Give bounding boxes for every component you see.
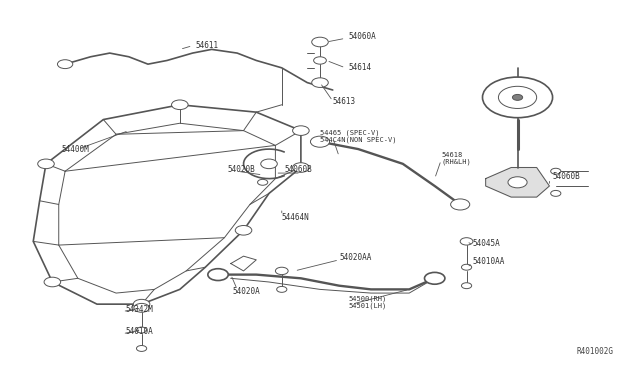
- Circle shape: [292, 163, 309, 172]
- Circle shape: [260, 159, 277, 169]
- Text: 54060B: 54060B: [285, 165, 313, 174]
- Circle shape: [513, 94, 523, 100]
- Text: 54020A: 54020A: [233, 287, 260, 296]
- Circle shape: [460, 238, 473, 245]
- Text: 54060B: 54060B: [552, 172, 580, 181]
- Text: 54613: 54613: [333, 97, 356, 106]
- Circle shape: [314, 57, 326, 64]
- Circle shape: [312, 78, 328, 87]
- Circle shape: [133, 299, 150, 309]
- Circle shape: [508, 177, 527, 188]
- Text: 54010AA: 54010AA: [473, 257, 506, 266]
- Text: 54464N: 54464N: [282, 213, 310, 222]
- Circle shape: [172, 100, 188, 110]
- Circle shape: [451, 199, 470, 210]
- Text: 54614: 54614: [349, 63, 372, 72]
- Circle shape: [483, 77, 552, 118]
- Circle shape: [550, 190, 561, 196]
- Circle shape: [44, 277, 61, 287]
- Circle shape: [257, 179, 268, 185]
- Text: 54010A: 54010A: [125, 327, 154, 336]
- Circle shape: [312, 37, 328, 47]
- Polygon shape: [486, 167, 549, 197]
- Text: 54465 (SPEC-V)
544C4N(NON SPEC-V): 54465 (SPEC-V) 544C4N(NON SPEC-V): [320, 129, 397, 143]
- Text: 54611: 54611: [196, 41, 219, 50]
- Circle shape: [275, 267, 288, 275]
- Circle shape: [136, 346, 147, 352]
- Text: 54060A: 54060A: [349, 32, 376, 41]
- Circle shape: [236, 225, 252, 235]
- Circle shape: [461, 264, 472, 270]
- Circle shape: [550, 168, 561, 174]
- Circle shape: [499, 86, 537, 109]
- Circle shape: [136, 327, 147, 333]
- Text: R401002G: R401002G: [576, 347, 613, 356]
- Circle shape: [310, 136, 330, 147]
- Text: 54342M: 54342M: [125, 305, 154, 314]
- Text: 54400M: 54400M: [62, 145, 90, 154]
- Circle shape: [276, 286, 287, 292]
- Circle shape: [134, 304, 149, 312]
- Circle shape: [424, 272, 445, 284]
- Circle shape: [38, 159, 54, 169]
- Text: 54500(RH)
54501(LH): 54500(RH) 54501(LH): [349, 295, 387, 309]
- Text: 54020AA: 54020AA: [339, 253, 371, 263]
- Text: 54618
(RH&LH): 54618 (RH&LH): [441, 151, 471, 165]
- Text: 54020B: 54020B: [228, 165, 255, 174]
- Circle shape: [461, 283, 472, 289]
- Circle shape: [208, 269, 228, 280]
- Circle shape: [292, 126, 309, 135]
- Text: 54045A: 54045A: [473, 239, 500, 248]
- Circle shape: [58, 60, 73, 68]
